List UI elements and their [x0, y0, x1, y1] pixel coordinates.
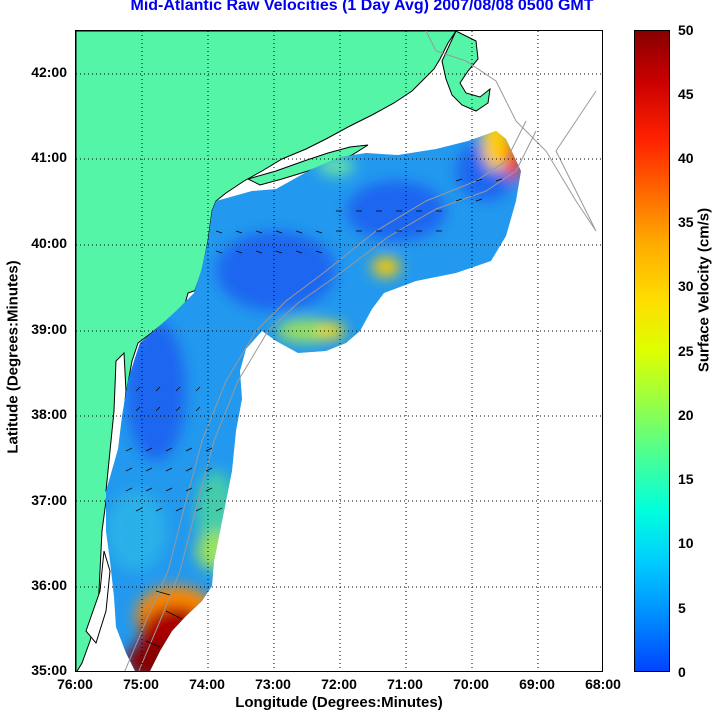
- y-tick-label: 41:00: [31, 149, 67, 165]
- x-tick-label: 69:00: [519, 676, 555, 692]
- colorbar-tick-label: 10: [678, 535, 694, 551]
- pamlico-sound: [85, 550, 111, 645]
- y-tick-label: 42:00: [31, 64, 67, 80]
- grid-lines: [76, 31, 602, 671]
- x-tick-label: 68:00: [585, 676, 621, 692]
- x-tick-label: 74:00: [189, 676, 225, 692]
- chart-title: Mid-Atlantic Raw Velocities (1 Day Avg) …: [130, 0, 594, 14]
- bathymetry-contours: [124, 31, 597, 671]
- colorbar-tick-label: 20: [678, 407, 694, 423]
- colorbar: [634, 30, 670, 672]
- long-island: [246, 144, 369, 186]
- velocity-arrows: [125, 178, 503, 670]
- colorbar-tick-label: 35: [678, 214, 694, 230]
- colorbar-tick-label: 50: [678, 22, 694, 38]
- map-plot-area: [75, 30, 603, 672]
- x-tick-label: 75:00: [123, 676, 159, 692]
- colorbar-tick-label: 30: [678, 278, 694, 294]
- colorbar-tick-label: 0: [678, 664, 686, 680]
- cape-cod: [441, 31, 491, 112]
- y-tick-label: 40:00: [31, 235, 67, 251]
- map-svg: [76, 31, 602, 671]
- colorbar-tick-label: 40: [678, 150, 694, 166]
- x-tick-label: 70:00: [453, 676, 489, 692]
- y-tick-label: 35:00: [31, 662, 67, 678]
- colorbar-tick-label: 15: [678, 471, 694, 487]
- x-tick-label: 76:00: [57, 676, 93, 692]
- colorbar-tick-label: 25: [678, 343, 694, 359]
- x-tick-label: 71:00: [387, 676, 423, 692]
- x-tick-label: 73:00: [255, 676, 291, 692]
- y-axis-label: Latitude (Degrees:Minutes): [4, 260, 22, 454]
- y-tick-label: 38:00: [31, 406, 67, 422]
- y-tick-label: 37:00: [31, 492, 67, 508]
- x-axis-label: Longitude (Degrees:Minutes): [235, 694, 443, 711]
- colorbar-label: Surface Velocity (cm/s): [695, 207, 713, 373]
- x-tick-label: 72:00: [321, 676, 357, 692]
- y-tick-label: 39:00: [31, 321, 67, 337]
- y-tick-label: 36:00: [31, 577, 67, 593]
- colorbar-tick-label: 45: [678, 86, 694, 102]
- colorbar-tick-label: 5: [678, 600, 686, 616]
